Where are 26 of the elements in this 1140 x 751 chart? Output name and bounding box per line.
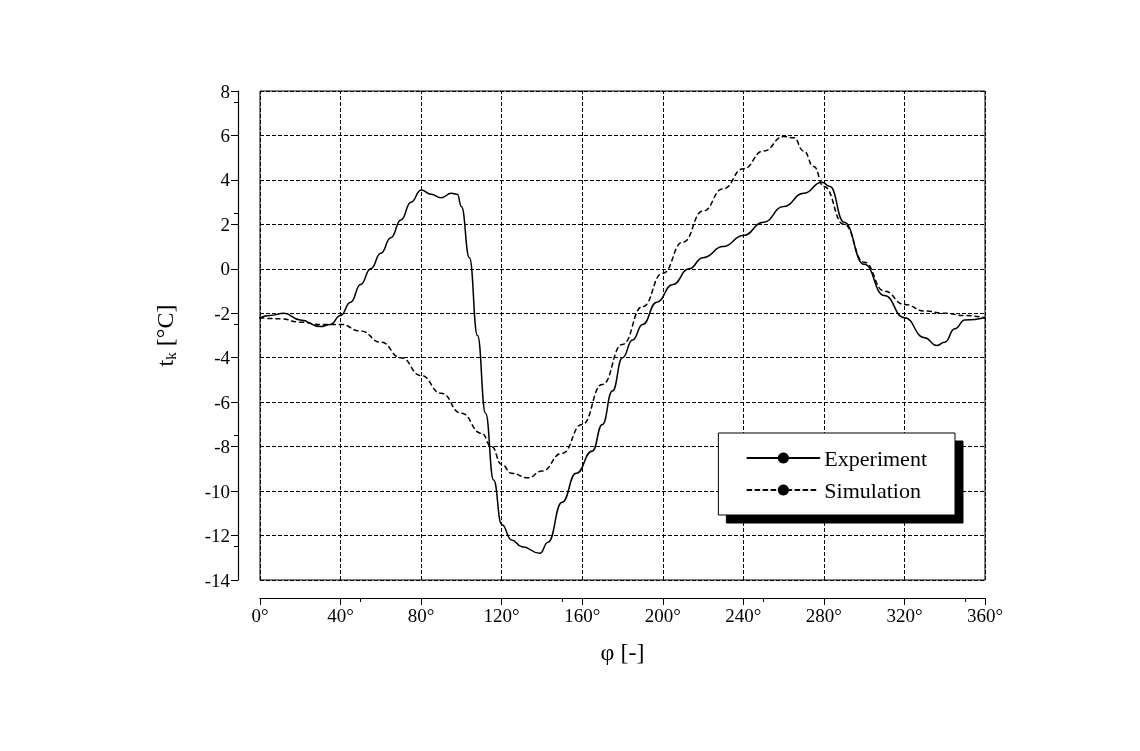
x-tick-label: 280°	[805, 605, 842, 626]
x-tick-label: 0°	[251, 605, 269, 626]
y-axis-title: tk [°C]	[151, 304, 179, 367]
x-axis-title: φ [-]	[600, 639, 645, 665]
y-tick-label: 2	[220, 213, 230, 235]
x-tick-label: 40°	[327, 605, 354, 626]
x-tick-label: 360°	[966, 605, 1004, 626]
x-tick-label: 200°	[644, 605, 681, 626]
x-tick-label: 120°	[483, 605, 520, 626]
x-tick-label: 320°	[886, 605, 923, 626]
y-tick-label: 8	[220, 80, 230, 102]
x-tick-label: 240°	[725, 605, 762, 626]
legend-label: Simulation	[824, 477, 921, 503]
y-tick-label: -2	[214, 302, 230, 324]
y-tick-label: -6	[214, 391, 230, 413]
y-tick-label: -12	[204, 525, 230, 547]
x-tick-label: 80°	[407, 605, 435, 626]
x-tick-label: 160°	[564, 605, 601, 626]
y-tick-label: 0	[220, 258, 230, 280]
y-tick-label: 6	[220, 124, 230, 146]
y-tick-label: -8	[214, 436, 230, 458]
y-tick-label: 4	[220, 169, 231, 191]
y-tick-label: -14	[204, 569, 231, 591]
legend-label: Experiment	[824, 445, 928, 471]
y-tick-label: -4	[214, 347, 231, 369]
y-tick-label: -10	[204, 480, 230, 502]
